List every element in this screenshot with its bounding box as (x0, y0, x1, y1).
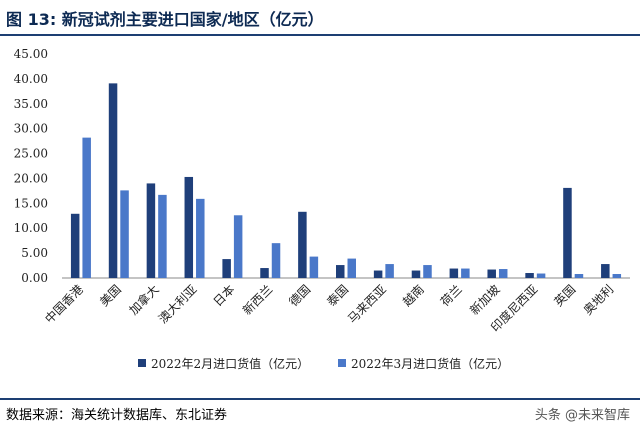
bar-mar (347, 258, 356, 278)
y-tick-label: 20.00 (14, 171, 48, 185)
bar-feb (298, 211, 307, 278)
bar-feb (373, 270, 383, 278)
x-tick-label: 新西兰 (239, 282, 275, 318)
y-tick-label: 0.00 (21, 271, 48, 285)
bar-feb (146, 183, 156, 278)
y-tick-label: 15.00 (14, 196, 48, 210)
bar-feb (222, 259, 231, 278)
bar-mar (271, 243, 281, 278)
y-tick-label: 35.00 (14, 97, 48, 111)
y-tick-label: 30.00 (14, 122, 48, 136)
legend-label: 2022年2月进口货值（亿元） (151, 356, 309, 371)
bar-chart: 0.00 5.00 10.00 15.00 20.00 25.00 30.00 35.00 40… (14, 47, 630, 371)
x-tick-label: 美国 (97, 282, 124, 309)
y-tick-label: 10.00 (14, 221, 48, 235)
bar-feb (70, 213, 80, 278)
x-tick-label: 日本 (211, 282, 238, 309)
x-tick-label: 澳大利亚 (156, 282, 200, 326)
legend-label: 2022年3月进口货值（亿元） (351, 356, 509, 371)
y-tick-label: 45.00 (14, 47, 48, 61)
data-source: 数据来源：海关统计数据库、东北证券 (6, 408, 228, 423)
bar-feb (449, 268, 459, 278)
x-tick-label: 越南 (399, 282, 427, 310)
bottom-rule (0, 398, 640, 400)
bar-mar (82, 137, 91, 278)
x-tick-label: 英国 (551, 282, 578, 309)
bar-mar (461, 268, 470, 278)
y-tick-label: 5.00 (21, 246, 48, 260)
bar-mar (385, 264, 394, 278)
bar-mar (498, 269, 508, 278)
bar-mar (612, 274, 622, 278)
bar-feb (525, 273, 534, 278)
x-tick-label: 奥地利 (581, 282, 616, 317)
x-tick-label: 加拿大 (126, 282, 162, 318)
legend: 2022年2月进口货值（亿元） 2022年3月进口货值（亿元） (138, 356, 509, 371)
bar-feb (563, 187, 572, 278)
x-tick-label: 马来西亚 (345, 282, 389, 326)
y-axis: 0.00 5.00 10.00 15.00 20.00 25.00 30.00 35.00 40… (14, 47, 630, 285)
legend-swatch (338, 359, 346, 367)
bar-mar (536, 273, 546, 278)
y-tick-label: 40.00 (14, 72, 48, 86)
bar-mar (423, 265, 432, 278)
x-tick-label: 泰国 (324, 282, 351, 309)
y-tick-label: 25.00 (14, 147, 48, 161)
bar-mar (309, 256, 319, 278)
bar-mar (120, 190, 129, 278)
bar-mar (196, 198, 205, 278)
bar-mar (158, 194, 167, 278)
bar-feb (184, 176, 194, 278)
watermark: 头条 @未来智库 (534, 408, 630, 423)
bar-feb (411, 270, 421, 278)
x-tick-label: 德国 (286, 282, 314, 310)
bar-feb (601, 264, 610, 278)
legend-swatch (138, 359, 146, 367)
bars (70, 83, 622, 278)
x-tick-label: 中国香港 (41, 282, 86, 327)
bar-mar (233, 215, 243, 278)
top-rule (0, 34, 640, 36)
figure-title: 图 13: 新冠试剂主要进口国家/地区（亿元） (6, 10, 324, 29)
bar-feb (260, 268, 269, 278)
x-tick-label: 荷兰 (438, 282, 465, 309)
bar-mar (574, 274, 584, 278)
x-tick-label: 新加坡 (467, 282, 503, 318)
bar-feb (108, 83, 118, 278)
bar-feb (336, 265, 345, 278)
figure-header: 图 13: 新冠试剂主要进口国家/地区（亿元） (0, 0, 640, 34)
bar-feb (487, 269, 496, 278)
